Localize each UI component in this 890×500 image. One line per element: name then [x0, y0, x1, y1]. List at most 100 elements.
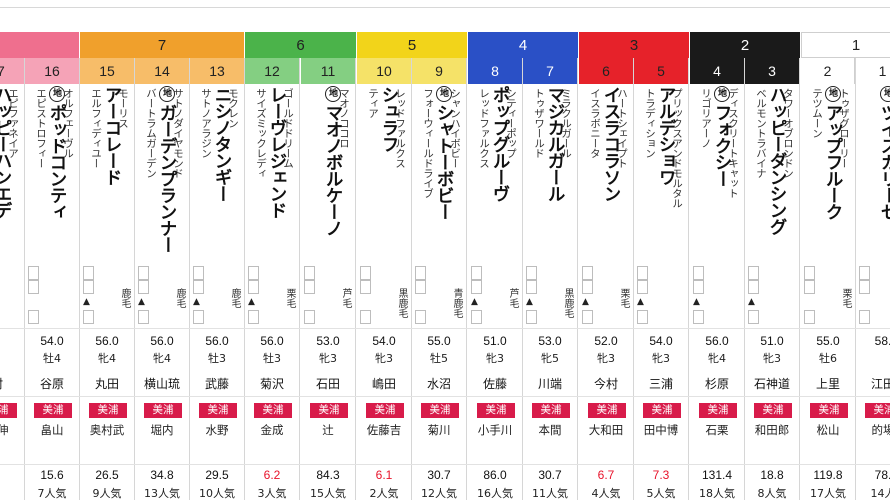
marker-box[interactable] — [582, 310, 593, 324]
horse-column[interactable]: 15 モーリス エルフィディユー アーコレード ▲ 鹿毛 56.0 牝4 丸田 美浦 奥村武 26.5… — [80, 58, 135, 500]
jockey-name[interactable]: 江田 — [870, 377, 890, 391]
marker-box[interactable] — [471, 310, 482, 324]
marker-box[interactable] — [28, 266, 39, 280]
jockey-name[interactable]: 丸田 — [94, 377, 119, 391]
marker-box[interactable] — [415, 280, 426, 294]
marker-box[interactable] — [248, 280, 259, 294]
marker-box[interactable] — [748, 310, 759, 324]
trainer-name[interactable]: 小手川 — [477, 423, 513, 437]
marker-box[interactable] — [28, 280, 39, 294]
marker-box[interactable] — [526, 280, 537, 294]
marker-box[interactable] — [193, 310, 204, 324]
horse-column[interactable]: 13 モクレン サトノアラジン ニシノタンギー ▲ 鹿毛 56.0 牡3 武藤 美浦 水野 29.5 1… — [190, 58, 245, 500]
horse-name[interactable]: ニシノタンギー — [212, 86, 232, 202]
marker-box[interactable] — [693, 310, 704, 324]
marker-box[interactable] — [859, 266, 870, 280]
marker-box[interactable] — [83, 280, 94, 294]
horse-column[interactable]: 7 ミラクルガール トゥザワールド マジカルガール ▲ 黒鹿毛 53.0 牝5 川端 美浦 本間 30… — [523, 58, 578, 500]
marker-box[interactable] — [582, 280, 593, 294]
trainer-name[interactable]: 田中博 — [643, 423, 679, 437]
trainer-name[interactable]: 菊川 — [427, 423, 451, 437]
horse-column[interactable]: 2 トゥザグローリー テツムーン 地アップフルーク 栗毛 55.0 牡6 上里 美浦 松山 119.… — [801, 58, 856, 500]
marker-box[interactable] — [471, 266, 482, 280]
horse-column[interactable]: 4 ディスクリートキャット リゴリアーノ 地フォクシー ▲ 56.0 牝4 杉原 美浦 石栗 131… — [690, 58, 745, 500]
marker-box[interactable] — [138, 310, 149, 324]
horse-name[interactable]: アルデショワ — [656, 86, 676, 185]
marker-box[interactable] — [304, 310, 315, 324]
horse-name[interactable]: 地アップフルーク — [821, 86, 846, 220]
marker-box[interactable] — [138, 266, 149, 280]
jockey-name[interactable]: 川端 — [537, 377, 562, 391]
marker-box[interactable] — [693, 266, 704, 280]
horse-column[interactable]: 5 プリックスアンドモルタル トラディション アルデショワ ▲ 54.0 牝3 三浦 美浦 田中博… — [634, 58, 689, 500]
horse-name[interactable]: ハッピーハンエデ — [0, 86, 12, 218]
horse-column[interactable]: 8 シティーポップ レッドファルクス ポップグルーヴ ▲ 芦毛 51.0 牝3 佐藤 美浦 小手川 8… — [468, 58, 523, 500]
jockey-name[interactable]: 上里 — [815, 377, 840, 391]
marker-box[interactable] — [360, 266, 371, 280]
marker-box[interactable] — [582, 266, 593, 280]
marker-box[interactable] — [804, 266, 815, 280]
horse-column[interactable]: 12 ゴールドドリーム サイズミックレディ レーヴレジェンド ▲ 栗毛 56.0 牡3 菊沢 美浦… — [245, 58, 300, 500]
horse-column[interactable]: 3 タワーオブロンドン ベルモントラバイナ ハッピーダンシング ▲ 51.0 牝3 石神道 美浦… — [745, 58, 800, 500]
marker-box[interactable] — [304, 280, 315, 294]
horse-column[interactable]: 10 レッドファルクス ティア シュラフ 黒鹿毛 54.0 牝3 嶋田 美浦 佐藤吉 6.1 2人気 — [357, 58, 412, 500]
marker-box[interactable] — [637, 280, 648, 294]
horse-name[interactable]: 地ポッドコンティ — [45, 86, 70, 220]
marker-box[interactable] — [859, 280, 870, 294]
marker-box[interactable] — [526, 310, 537, 324]
marker-box[interactable] — [83, 310, 94, 324]
horse-name[interactable]: 地ガーデンプランナー — [155, 86, 180, 253]
jockey-name[interactable]: 村 — [0, 375, 24, 392]
jockey-name[interactable]: 谷原 — [39, 377, 64, 391]
trainer-name[interactable]: 金成 — [260, 423, 284, 437]
trainer-name[interactable]: 大和田 — [588, 423, 624, 437]
horse-column[interactable]: 11 マオノココロ 地マオノボルケーノ 芦毛 53.0 牝3 石田 美浦辻 84.3 15人気 — [301, 58, 356, 500]
marker-box[interactable] — [28, 310, 39, 324]
marker-box[interactable] — [248, 266, 259, 280]
jockey-name[interactable]: 杉原 — [704, 377, 729, 391]
horse-name[interactable]: アーコレード — [102, 86, 122, 185]
marker-box[interactable] — [748, 266, 759, 280]
jockey-name[interactable]: 菊沢 — [259, 377, 284, 391]
trainer-name[interactable]: 本間 — [538, 423, 562, 437]
marker-box[interactable] — [859, 310, 870, 324]
trainer-name[interactable]: 水野 — [205, 423, 229, 437]
horse-name[interactable]: ポップグルーヴ — [490, 86, 510, 202]
trainer-name[interactable]: 松山 — [816, 423, 840, 437]
jockey-name[interactable]: 石田 — [315, 377, 340, 391]
jockey-name[interactable]: 今村 — [593, 377, 618, 391]
marker-box[interactable] — [415, 310, 426, 324]
trainer-name[interactable]: 石栗 — [705, 423, 729, 437]
horse-name[interactable]: 地シャトーボビー — [432, 86, 457, 220]
horse-name[interactable]: 地フォクシー — [710, 86, 735, 187]
marker-box[interactable] — [637, 266, 648, 280]
jockey-name[interactable]: 石神道 — [753, 377, 790, 391]
trainer-name[interactable]: 佐藤吉 — [366, 423, 402, 437]
trainer-name[interactable]: 辻 — [322, 423, 334, 437]
trainer-name[interactable]: 畠山 — [40, 423, 64, 437]
marker-box[interactable] — [248, 310, 259, 324]
jockey-name[interactable]: 水沼 — [426, 377, 451, 391]
marker-box[interactable] — [138, 280, 149, 294]
marker-box[interactable] — [304, 266, 315, 280]
marker-box[interactable] — [360, 310, 371, 324]
horse-name[interactable]: マジカルガール — [545, 86, 565, 202]
trainer-name[interactable]: 和田郎 — [754, 423, 790, 437]
horse-column[interactable]: 6 ハートシェイプト イスラボニータ イスラコラソン ▲ 栗毛 52.0 牝3 今村 美浦 大和田 6… — [579, 58, 634, 500]
horse-name[interactable]: レーヴレジェンド — [267, 86, 287, 218]
trainer-name[interactable]: 本伸 — [0, 423, 9, 437]
horse-column[interactable]: 16 オルフェーヴル エピストロフィー 地ポッドコンティ 54.0 牡4 谷原 美浦 畠山 15.… — [25, 58, 80, 500]
jockey-name[interactable]: 三浦 — [648, 377, 673, 391]
horse-name[interactable]: 地ツイスカリーセ — [876, 86, 890, 220]
horse-column[interactable]: 9 シャンハイボビー フォーウィールドライブ 地シャトーボビー 青鹿毛 55.0 牡5 水沼美… — [412, 58, 467, 500]
marker-box[interactable] — [360, 280, 371, 294]
marker-box[interactable] — [526, 266, 537, 280]
marker-box[interactable] — [415, 266, 426, 280]
marker-box[interactable] — [193, 280, 204, 294]
jockey-name[interactable]: 横山琉 — [143, 377, 180, 391]
marker-box[interactable] — [83, 266, 94, 280]
jockey-name[interactable]: 嶋田 — [371, 377, 396, 391]
trainer-name[interactable]: 堀内 — [150, 423, 174, 437]
